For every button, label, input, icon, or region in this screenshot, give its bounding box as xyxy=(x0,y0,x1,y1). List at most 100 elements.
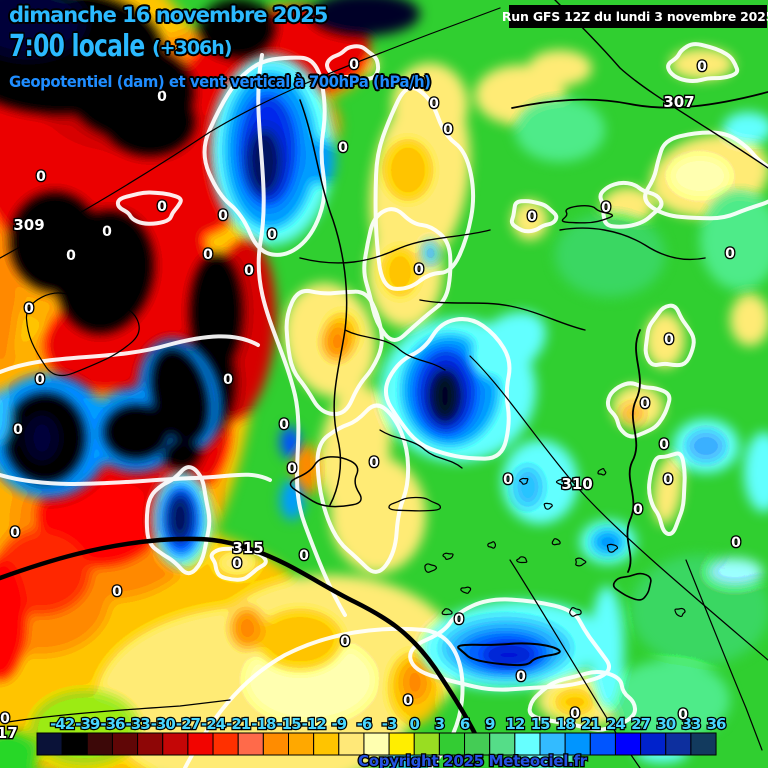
colorbar-cell xyxy=(288,732,315,756)
zero-value-label: 0 xyxy=(678,707,688,723)
colorbar-tick-label: -6 xyxy=(357,715,372,733)
zero-value-label: 0 xyxy=(66,248,76,264)
coastline-island xyxy=(543,502,553,510)
field-blob xyxy=(168,494,192,542)
zero-value-label: 0 xyxy=(369,455,379,471)
field-blob xyxy=(382,248,418,296)
colorbar-tick-label: 36 xyxy=(707,715,726,733)
geopotential-contour-label: 309 xyxy=(13,216,44,234)
zero-value-label: 0 xyxy=(633,502,643,518)
coastline-island xyxy=(442,552,454,560)
zero-isoline-ring xyxy=(315,403,411,574)
geopotential-contour-label: 315 xyxy=(232,539,263,557)
zero-isoline-ring xyxy=(643,303,696,368)
field-blob xyxy=(744,432,768,512)
field-blob xyxy=(686,430,726,462)
geopotential-contour-label: 317 xyxy=(0,724,18,742)
zero-value-label: 0 xyxy=(527,209,537,225)
zero-value-label: 0 xyxy=(443,122,453,138)
zero-value-label: 0 xyxy=(640,396,650,412)
coastline-island xyxy=(569,606,582,617)
field-blob xyxy=(104,405,168,459)
copyright-text: Copyright 2025 Meteociel.fr xyxy=(358,752,588,768)
colorbar-tick-label: -30 xyxy=(151,715,176,733)
zero-value-label: 0 xyxy=(112,584,122,600)
colorbar-tick-label: 12 xyxy=(505,715,524,733)
field-blob xyxy=(0,560,25,680)
zero-isoline-ring xyxy=(643,130,768,221)
colorbar-cell xyxy=(690,732,717,756)
colorbar-cell xyxy=(589,732,616,756)
field-blob xyxy=(512,465,544,509)
zero-value-label: 0 xyxy=(299,548,309,564)
field-blob xyxy=(528,50,592,86)
field-blob xyxy=(384,140,432,200)
colorbar-tick-label: 24 xyxy=(606,715,625,733)
coastline-island xyxy=(606,543,619,553)
geopotential-contour-line xyxy=(626,329,641,573)
zero-isoline-ring xyxy=(647,451,687,537)
colorbar-tick-label: -36 xyxy=(100,715,125,733)
zero-value-label: 0 xyxy=(36,169,46,185)
zero-isoline-ring xyxy=(202,55,327,257)
zero-isoline-path xyxy=(0,472,272,486)
field-blob xyxy=(670,48,734,80)
zero-value-label: 0 xyxy=(287,461,297,477)
colorbar-cell xyxy=(237,732,264,756)
colorbar-tick-label: -3 xyxy=(382,715,397,733)
zero-value-label: 0 xyxy=(340,634,350,650)
colorbar-tick-label: -21 xyxy=(226,715,251,733)
colorbar-tick-label: -12 xyxy=(302,715,327,733)
field-blob xyxy=(653,455,683,525)
colorbar-cell xyxy=(111,732,139,756)
coastline-island xyxy=(460,586,472,594)
zero-value-label: 0 xyxy=(414,262,424,278)
colorbar-tick-label: 33 xyxy=(681,715,700,733)
geopotential-contour-line xyxy=(379,429,463,469)
field-blob xyxy=(0,0,90,62)
colorbar-tick-label: -33 xyxy=(126,715,151,733)
coastline-island xyxy=(551,538,561,546)
zero-value-label: 0 xyxy=(13,422,23,438)
zero-value-label: 0 xyxy=(731,535,741,551)
zero-value-label: 0 xyxy=(102,224,112,240)
zero-value-label: 0 xyxy=(503,472,513,488)
field-blob xyxy=(0,390,14,446)
field-blob xyxy=(215,549,259,577)
geopotential-contour-line xyxy=(559,227,706,261)
zero-value-label: 0 xyxy=(35,372,45,388)
colorbar-cell xyxy=(665,732,692,756)
zero-value-label: 0 xyxy=(570,706,580,722)
geopotential-contour-line xyxy=(511,91,768,109)
field-blob xyxy=(707,558,763,586)
field-blob xyxy=(258,610,342,670)
field-blob xyxy=(670,156,730,196)
colorbar-tick-label: -9 xyxy=(331,715,346,733)
colorbar-cell xyxy=(212,732,239,756)
geopotential-contour-line xyxy=(685,559,763,751)
zero-value-label: 0 xyxy=(601,200,611,216)
zero-isoline-ring xyxy=(284,288,384,417)
coastline-island xyxy=(612,572,652,601)
colorbar: -42 -39 -36 -33 -30 -27 -24 -21 -18 -15 -12 -9 -6 -3 0… xyxy=(36,714,728,756)
field-blob xyxy=(700,190,768,290)
coastline-island xyxy=(424,563,438,573)
field-blob xyxy=(280,426,300,458)
colorbar-tick-label: 6 xyxy=(460,715,470,733)
coastline-island xyxy=(516,556,528,564)
coastline-island xyxy=(519,477,529,485)
zero-value-label: 0 xyxy=(157,199,167,215)
field-blob xyxy=(392,63,468,147)
zero-value-label: 0 xyxy=(349,57,359,73)
field-blob xyxy=(22,412,62,464)
field-blob xyxy=(730,294,768,346)
zero-isoline-ring xyxy=(362,207,453,342)
field-blob xyxy=(190,254,242,370)
zero-value-label: 0 xyxy=(203,247,213,263)
map-label-layer: 0 0 0 0 0 0 0 0 0 0 0 0 0 0 0 0 0 0 0 0 0 0 0 0 0 0 0 0 0 0 0 0 0 0 0 0 0 0 0 0… xyxy=(0,56,742,744)
coastline-island xyxy=(441,608,453,616)
colorbar-tick-label: 30 xyxy=(656,715,675,733)
colorbar-cell xyxy=(187,732,214,756)
